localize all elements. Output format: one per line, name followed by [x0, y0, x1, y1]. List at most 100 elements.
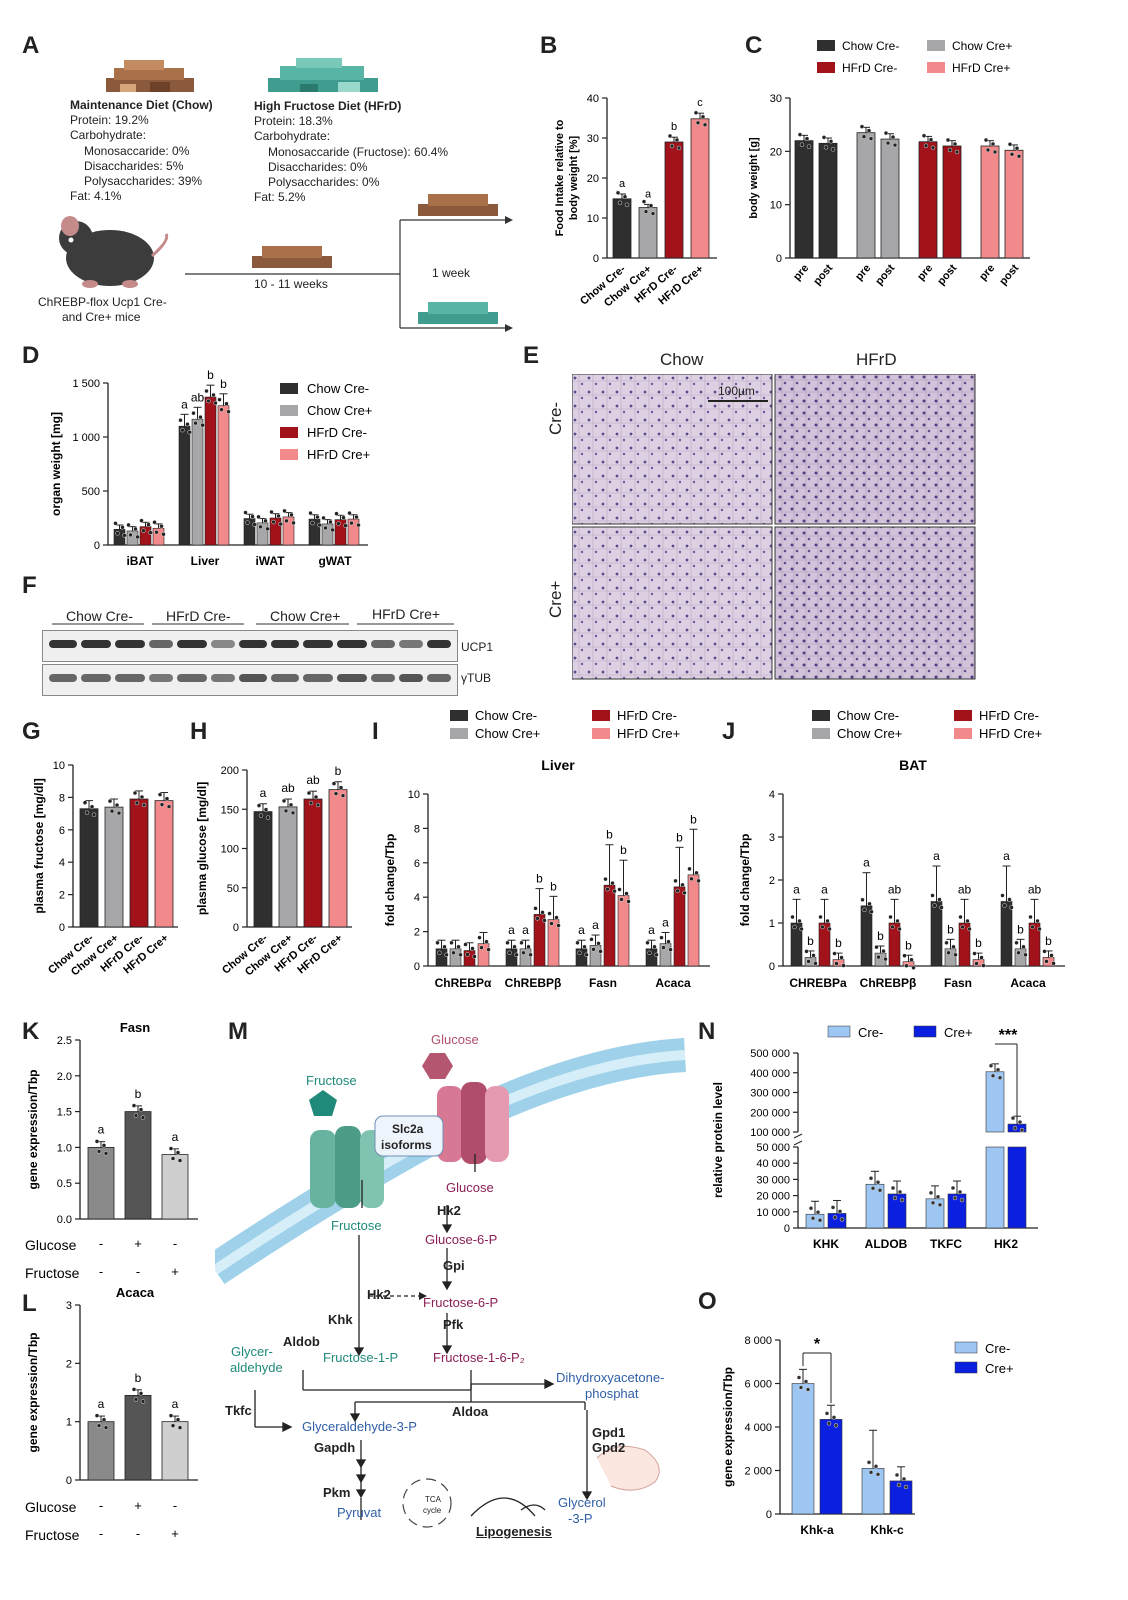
y-tick-label: 0 [414, 961, 420, 973]
data-point [96, 1149, 102, 1154]
data-point [624, 202, 630, 208]
condition-mark: + [171, 1526, 179, 1541]
data-point [861, 134, 867, 139]
data-point [990, 1073, 996, 1078]
data-point [180, 427, 185, 433]
data-point [278, 521, 283, 527]
data-point [1014, 940, 1019, 946]
data-point [535, 916, 540, 921]
data-point [674, 137, 680, 143]
data-point [661, 945, 666, 950]
bar [533, 914, 546, 967]
data-point [133, 526, 138, 532]
data-point [133, 1397, 139, 1402]
x-tick-label: post [811, 262, 835, 288]
data-point [811, 953, 816, 958]
data-point [803, 1379, 809, 1384]
data-point [901, 1476, 907, 1482]
data-point [584, 952, 589, 958]
data-point [349, 520, 354, 526]
data-point [687, 866, 692, 872]
data-point [641, 199, 647, 204]
bar [505, 948, 518, 967]
data-point [603, 876, 608, 882]
x-tick-label: pre [853, 262, 873, 283]
data-point [265, 526, 270, 532]
significance-letter: b [947, 922, 954, 936]
data-point [317, 522, 322, 528]
data-point [1019, 1127, 1025, 1133]
significance-letter: a [592, 918, 599, 932]
data-point [928, 137, 934, 142]
significance-letter: b [207, 368, 214, 382]
data-point [1037, 926, 1042, 932]
chow-diet-line: Monosaccaride: 0% [84, 144, 190, 158]
data-point [615, 190, 621, 196]
data-point [115, 531, 120, 536]
data-point [868, 136, 874, 141]
y-axis-label: relative protein level [711, 1082, 725, 1198]
data-point [1010, 1115, 1016, 1121]
panel-label-f: F [22, 572, 37, 599]
legend-label: Chow Cre+ [837, 726, 902, 741]
data-point [859, 124, 865, 129]
data-point [965, 918, 970, 924]
data-point [1007, 897, 1012, 902]
bar [178, 425, 191, 546]
data-point [799, 142, 805, 147]
data-point [1044, 959, 1049, 964]
data-point [841, 963, 846, 968]
m-pkm: Pkm [323, 1485, 351, 1500]
condition-row-label: Glucose [25, 1499, 77, 1515]
bar [1014, 948, 1027, 967]
condition-mark: - [136, 1264, 140, 1279]
panel-label-c: C [745, 32, 763, 59]
data-point [206, 398, 211, 404]
x-tick-label: post [997, 262, 1021, 288]
legend-label: Chow Cre+ [307, 403, 372, 418]
y-tick-label: 3 [66, 1300, 72, 1312]
data-point [645, 940, 650, 946]
significance-letter: c [697, 97, 703, 109]
data-point [177, 1158, 183, 1163]
m-f1p: Fructose-1-P [323, 1350, 399, 1365]
condition-mark: - [173, 1498, 177, 1513]
data-point [451, 950, 456, 956]
bar [124, 1395, 152, 1481]
significance-letter: b [1045, 934, 1052, 948]
panel-label-a: A [22, 32, 40, 59]
significance-letter: ab [191, 390, 205, 404]
legend-swatch [954, 1341, 978, 1354]
data-point [591, 947, 596, 952]
data-point [465, 952, 470, 957]
data-point [486, 947, 491, 952]
legend-swatch [827, 1025, 851, 1038]
y-tick-label: 1 500 [72, 378, 100, 390]
y-axis-label: gene expression/Tbp [26, 1332, 40, 1452]
data-point [463, 942, 468, 947]
data-point [1009, 905, 1014, 910]
data-point [103, 1151, 109, 1156]
data-point [200, 422, 205, 428]
m-pfk: Pfk [443, 1317, 464, 1332]
significance-letter: a [98, 1123, 105, 1137]
data-point [94, 1139, 100, 1144]
bar [865, 1183, 885, 1229]
legend-label: HFrD Cre- [979, 708, 1039, 723]
significance-letter: b [1017, 922, 1024, 936]
data-point [159, 524, 164, 529]
data-point [120, 525, 125, 530]
y-axis-label: plasma fructose [mg/dl] [32, 778, 46, 913]
data-point [258, 524, 263, 530]
chart-title: Liver [541, 757, 575, 773]
data-point [589, 937, 594, 942]
significance-letter: b [905, 938, 912, 952]
y-tick-label: 200 000 [750, 1107, 790, 1119]
chow-diet-line: Fat: 4.1% [70, 189, 122, 203]
y-tick-label: 200 [221, 765, 239, 777]
data-point [1021, 944, 1026, 950]
data-point [892, 1195, 898, 1201]
legend-label: Chow Cre+ [475, 726, 540, 741]
data-point [1016, 154, 1022, 159]
condition-mark: + [134, 1236, 142, 1251]
